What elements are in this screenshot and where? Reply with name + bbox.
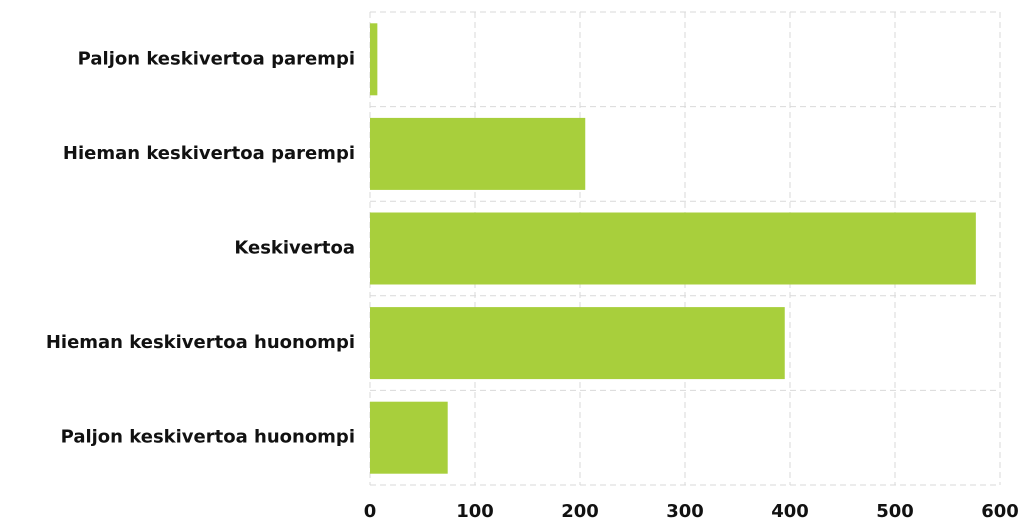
y-tick-label: Hieman keskivertoa huonompi <box>46 332 355 353</box>
bar <box>370 307 785 380</box>
y-tick-label: Paljon keskivertoa parempi <box>78 48 355 69</box>
y-tick-label: Keskivertoa <box>234 238 355 259</box>
bar <box>370 401 448 474</box>
bar <box>370 117 586 190</box>
x-tick-label: 400 <box>771 501 809 522</box>
y-tick-label: Paljon keskivertoa huonompi <box>61 427 355 448</box>
x-tick-label: 0 <box>364 501 377 522</box>
bar <box>370 212 976 285</box>
x-tick-label: 100 <box>456 501 494 522</box>
x-tick-label: 500 <box>876 501 914 522</box>
x-tick-label: 600 <box>981 501 1019 522</box>
x-tick-label: 300 <box>666 501 704 522</box>
bar <box>370 23 378 96</box>
y-tick-label: Hieman keskivertoa parempi <box>63 143 355 164</box>
x-tick-label: 200 <box>561 501 599 522</box>
